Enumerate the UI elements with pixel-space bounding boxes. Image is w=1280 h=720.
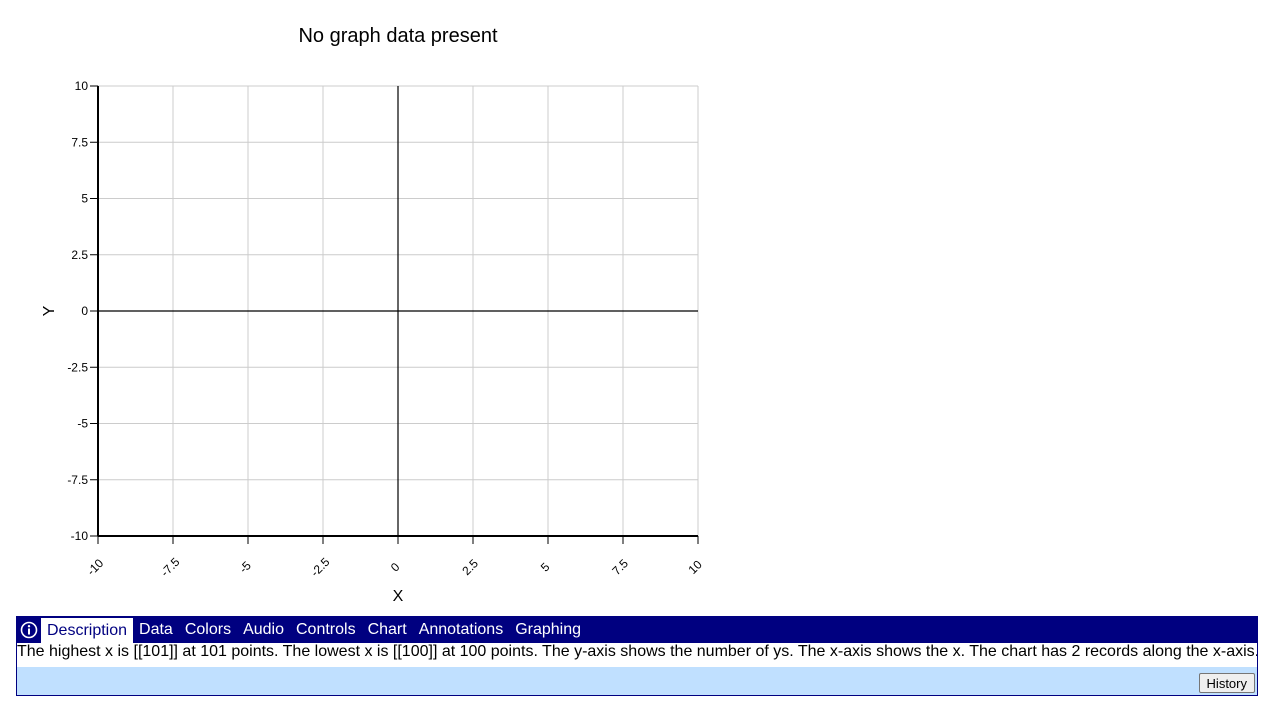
chart-description: The highest x is [[101]] at 101 points. …: [17, 643, 1257, 667]
y-tick-label: -5: [77, 417, 88, 431]
x-tick-label: 5: [538, 560, 553, 575]
x-tick-label: -5: [236, 558, 254, 576]
chart: No graph data present -10 -7.5 -5 -2.5 0 2.5 5…: [41, 25, 705, 605]
y-tick-label: -2.5: [67, 360, 88, 374]
y-tick-label: 7.5: [71, 135, 88, 149]
x-tick-label: -10: [84, 556, 106, 578]
y-tick-label: 5: [81, 192, 88, 206]
chart-title: No graph data present: [298, 25, 497, 47]
tab-description[interactable]: Description: [41, 618, 134, 643]
x-axis-label: X: [393, 588, 404, 605]
tab-controls[interactable]: Controls: [295, 621, 356, 638]
y-tick-label: 0: [81, 304, 88, 318]
tab-data[interactable]: Data: [139, 621, 173, 638]
y-tick-label: 10: [75, 79, 89, 93]
chart-panel: Description Data Colors Audio Controls C…: [16, 616, 1258, 696]
x-tick-label: -7.5: [158, 555, 183, 580]
info-circle-icon: [20, 621, 38, 639]
y-tick-label: -7.5: [67, 473, 88, 487]
tab-colors[interactable]: Colors: [184, 621, 232, 638]
x-tick-label: 2.5: [459, 556, 481, 578]
panel-tabbar: Description Data Colors Audio Controls C…: [17, 617, 1257, 643]
tab-chart[interactable]: Chart: [367, 621, 407, 638]
tab-graphing[interactable]: Graphing: [515, 621, 582, 638]
y-tick-label: -10: [71, 529, 89, 543]
y-axis-label: Y: [41, 305, 58, 316]
x-tick-label: 7.5: [609, 556, 631, 578]
tab-audio[interactable]: Audio: [243, 621, 284, 638]
x-tick-label: -2.5: [308, 555, 333, 580]
y-tick-label: 2.5: [71, 248, 88, 262]
info-button[interactable]: [17, 617, 41, 643]
history-button[interactable]: History: [1198, 673, 1255, 693]
x-tick-label: 10: [685, 557, 705, 577]
tab-annotations[interactable]: Annotations: [418, 621, 504, 638]
x-tick-label: 0: [388, 560, 403, 575]
